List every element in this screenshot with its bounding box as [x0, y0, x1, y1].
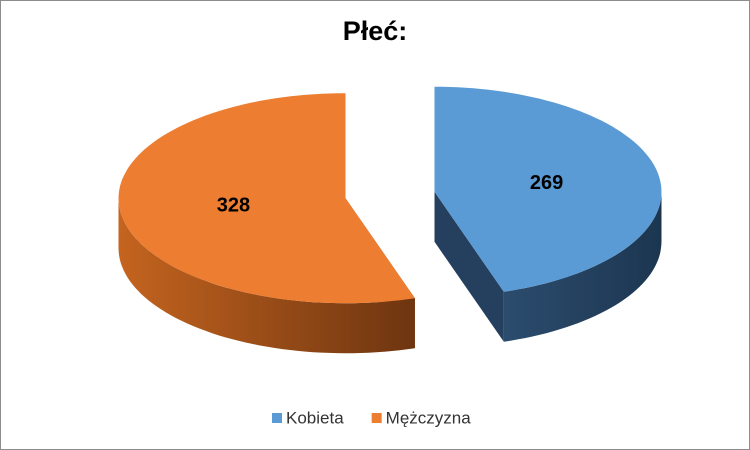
legend-swatch — [371, 413, 382, 423]
legend-label: Mężczyzna — [386, 408, 472, 427]
legend-swatch — [272, 413, 282, 423]
legend: Kobieta Mężczyzna — [272, 408, 471, 427]
data-label: 269 — [530, 172, 563, 194]
slice-side — [503, 191, 662, 342]
chart-title: Płeć: — [343, 16, 408, 46]
slice — [118, 93, 415, 304]
legend-label: Kobieta — [286, 408, 344, 427]
slice — [434, 86, 662, 292]
data-label: 328 — [217, 195, 250, 217]
slice-side — [118, 198, 415, 354]
slice-cut-face — [434, 191, 504, 342]
